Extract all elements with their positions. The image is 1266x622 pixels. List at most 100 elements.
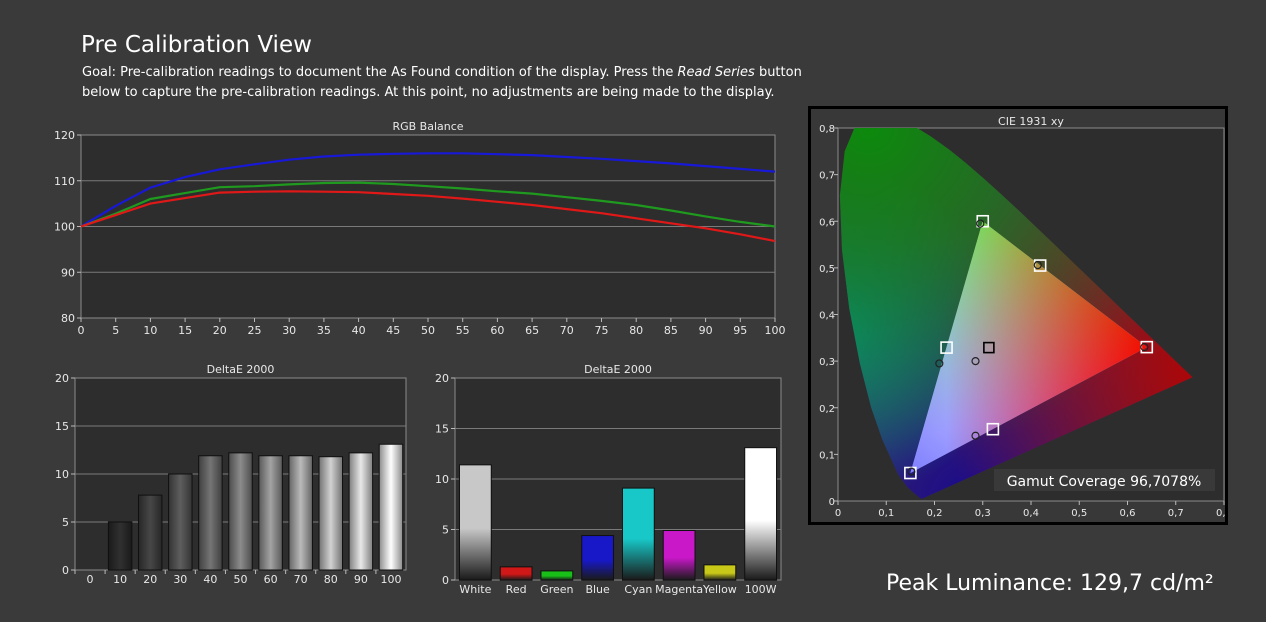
de-color-ytick-label: 10	[435, 473, 449, 486]
de-color-bar	[621, 487, 655, 581]
peak-luminance: Peak Luminance: 129,7 cd/m²	[886, 571, 1214, 596]
rgb-xtick-label: 80	[629, 324, 643, 337]
de-gray-xtick-label: 0	[87, 573, 94, 586]
cie-measured-magenta	[971, 431, 980, 440]
cie-ytick-label: 0,2	[819, 404, 835, 415]
rgb-xtick-label: 20	[213, 324, 227, 337]
cie-measured-green	[976, 219, 985, 228]
rgb-series-line-2	[80, 190, 776, 243]
deltae-grayscale-chart: DeltaE 2000 0 5 10 15 20 0 10 20 30 40 50 60 70 80 90 10…	[55, 363, 407, 586]
de-gray-xtick-label: 80	[324, 573, 338, 586]
rgb-xtick-label: 75	[595, 324, 609, 337]
de-gray-ytick-label: 5	[62, 516, 69, 529]
de-gray-bar	[168, 473, 193, 571]
de-gray-xtick-label: 100	[380, 573, 401, 586]
cie-ytick-label: 0,6	[819, 217, 835, 228]
de-gray-bar	[107, 521, 133, 571]
rgb-xtick-label: 0	[78, 324, 85, 337]
cie-gamut-coverage: Gamut Coverage 96,7078%	[1007, 474, 1202, 490]
de-gray-xtick-label: 60	[264, 573, 278, 586]
cie-xtick-label: 0	[835, 508, 841, 519]
rgb-series-line-1	[80, 181, 776, 228]
rgb-ytick-label: 100	[54, 221, 75, 234]
rgb-ytick-label: 120	[54, 129, 75, 142]
cie-ytick-label: 0,8	[819, 124, 835, 135]
rgb-chart-title: RGB Balance	[392, 120, 463, 133]
rgb-xtick-label: 95	[733, 324, 747, 337]
cie-target-blue	[904, 466, 917, 480]
de-gray-xtick-label: 70	[294, 573, 308, 586]
de-color-bar	[662, 530, 696, 581]
cie-ytick-label: 0,3	[819, 357, 835, 368]
de-gray-bar	[348, 452, 374, 571]
cie-xtick-label: 0,3	[975, 508, 991, 519]
de-color-xtick-label: Blue	[585, 583, 610, 596]
de-color-bar	[744, 447, 778, 581]
rgb-xtick-label: 40	[352, 324, 366, 337]
cie-chart-frame: CIE 1931 xy 0 0,1 0,2 0,3 0,4 0,5 0,6 0,7 0,8 0 0,1…	[808, 106, 1232, 525]
rgb-balance-chart: RGB Balance 80 90 100 110 120 0 5 10 15 20 25 30 35 40…	[54, 120, 786, 337]
rgb-xtick-label: 50	[421, 324, 435, 337]
cie-xtick-label: 0,1	[878, 508, 894, 519]
cie-1931-chart: CIE 1931 xy 0 0,1 0,2 0,3 0,4 0,5 0,6 0,7 0,8 0 0,1…	[819, 115, 1232, 519]
goal-prefix: Goal: Pre-calibration readings to docume…	[82, 65, 678, 80]
de-gray-xtick-label: 10	[113, 573, 127, 586]
rgb-ytick-label: 110	[54, 175, 75, 188]
rgb-ytick-label: 90	[61, 266, 75, 279]
de-color-bar	[581, 535, 615, 581]
de-color-ytick-label: 15	[435, 423, 449, 436]
cie-ytick-label: 0,4	[819, 311, 835, 322]
de-gray-xtick-label: 90	[354, 573, 368, 586]
cie-chart-title: CIE 1931 xy	[998, 115, 1064, 128]
page-title: Pre Calibration View	[81, 32, 312, 58]
rgb-series-line-0	[80, 152, 776, 228]
de-color-ytick-label: 5	[442, 524, 449, 537]
rgb-xtick-label: 90	[699, 324, 713, 337]
rgb-xtick-label: 85	[664, 324, 678, 337]
rgb-xtick-label: 35	[317, 324, 331, 337]
cie-target-white	[983, 341, 995, 354]
de-gray-bar	[288, 455, 313, 571]
cie-measured-blue	[907, 467, 916, 476]
de-color-xtick-label: 100W	[745, 583, 777, 596]
rgb-xtick-label: 55	[456, 324, 470, 337]
rgb-xtick-label: 5	[112, 324, 119, 337]
cie-gamut-triangle	[910, 221, 1147, 473]
de-gray-title: DeltaE 2000	[207, 363, 275, 376]
goal-text: Goal: Pre-calibration readings to docume…	[82, 63, 842, 103]
de-color-bar	[540, 570, 574, 581]
cie-xtick-label: 0,7	[1168, 508, 1184, 519]
de-color-title: DeltaE 2000	[584, 363, 652, 376]
cie-xtick-label: 0,4	[1023, 508, 1039, 519]
de-gray-ytick-label: 0	[62, 564, 69, 577]
de-color-xtick-label: Cyan	[624, 583, 652, 596]
rgb-xtick-label: 15	[178, 324, 192, 337]
rgb-xtick-label: 100	[765, 324, 786, 337]
rgb-xtick-label: 65	[525, 324, 539, 337]
de-color-xtick-label: Red	[506, 583, 527, 596]
de-gray-xtick-label: 50	[234, 573, 248, 586]
de-gray-xtick-label: 20	[143, 573, 157, 586]
de-gray-bar	[378, 443, 404, 571]
cie-ytick-label: 0,7	[819, 171, 835, 182]
de-gray-ytick-label: 10	[55, 468, 69, 481]
de-gray-ytick-label: 15	[55, 420, 69, 433]
cie-measured-red	[1140, 343, 1149, 352]
cie-gamut-box	[994, 469, 1215, 491]
de-gray-xtick-label: 40	[203, 573, 217, 586]
cie-target-cyan	[940, 341, 953, 354]
cie-xtick-label: 0,8	[1216, 508, 1225, 519]
de-gray-bar	[228, 452, 253, 571]
cie-measured-cyan	[935, 359, 944, 368]
de-gray-xtick-label: 30	[173, 573, 187, 586]
goal-suffix: button below to capture the pre-calibrat…	[82, 65, 802, 100]
rgb-xtick-label: 30	[282, 324, 296, 337]
de-color-ytick-label: 20	[435, 372, 449, 385]
cie-xtick-label: 0,2	[927, 508, 943, 519]
rgb-xtick-label: 10	[143, 324, 157, 337]
de-color-bar	[499, 566, 533, 581]
rgb-xtick-label: 70	[560, 324, 574, 337]
cie-ytick-label: 0,1	[819, 450, 835, 461]
cie-xtick-label: 0,6	[1120, 508, 1136, 519]
de-color-xtick-label: Yellow	[702, 583, 737, 596]
